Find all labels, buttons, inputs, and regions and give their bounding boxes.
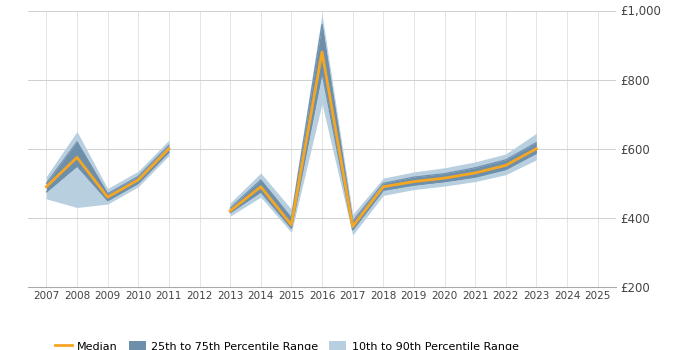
Legend: Median, 25th to 75th Percentile Range, 10th to 90th Percentile Range: Median, 25th to 75th Percentile Range, 1…	[50, 337, 523, 350]
